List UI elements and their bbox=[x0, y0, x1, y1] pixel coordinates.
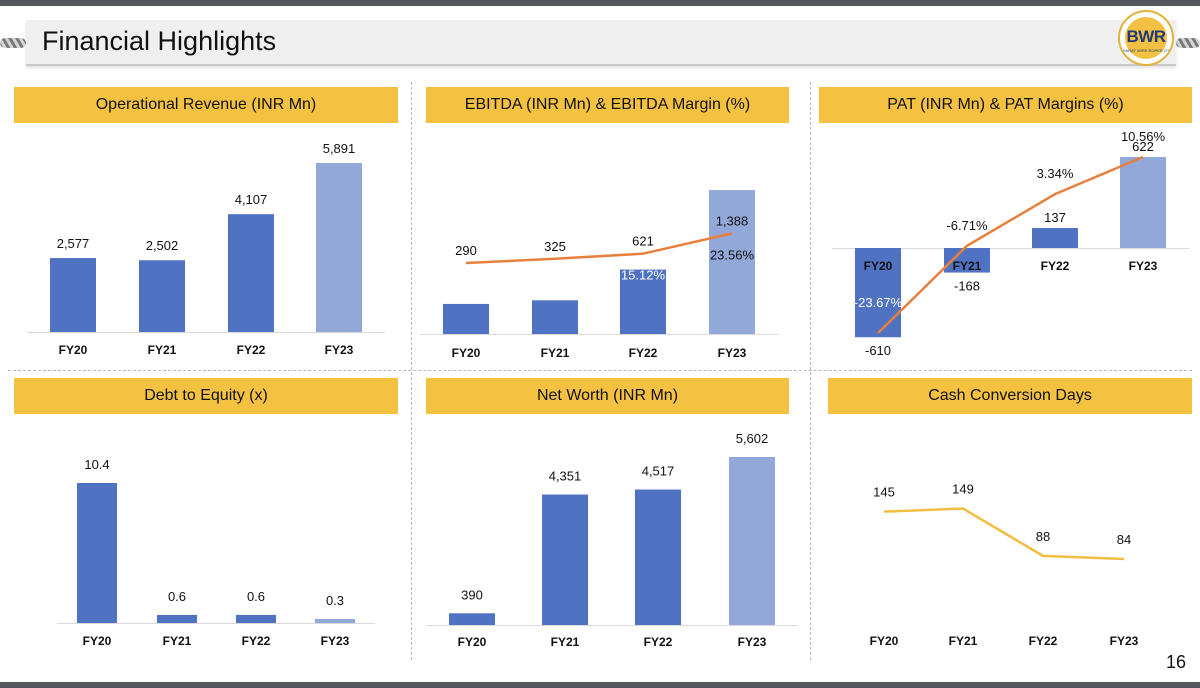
revenue-value-label: 2,502 bbox=[146, 238, 179, 253]
revenue-bar-fy20 bbox=[50, 258, 96, 332]
ebitda-margin-line bbox=[465, 232, 733, 265]
ebitda-category-label: FY23 bbox=[718, 346, 747, 360]
ebitda-category-label: FY22 bbox=[629, 346, 658, 360]
cash-value-label: 88 bbox=[1036, 529, 1050, 544]
revenue-bar-fy21 bbox=[139, 260, 185, 332]
debt_equity-value-label: 0.6 bbox=[247, 589, 265, 604]
ebitda-value-label: 1,388 bbox=[716, 213, 749, 228]
cash-category-label: FY21 bbox=[949, 634, 978, 648]
pat-margin-label: 3.34% bbox=[1037, 166, 1074, 181]
net_worth-category-label: FY22 bbox=[644, 635, 673, 649]
pat-margin-label: -6.71% bbox=[946, 218, 988, 233]
pat-margin-line bbox=[877, 155, 1144, 334]
ebitda-bar-fy23 bbox=[709, 190, 755, 334]
pat-header: PAT (INR Mn) & PAT Margins (%) bbox=[819, 87, 1192, 123]
rope-decoration-right bbox=[1176, 38, 1200, 48]
ebitda-category-label: FY21 bbox=[541, 346, 570, 360]
ebitda-header: EBITDA (INR Mn) & EBITDA Margin (%) bbox=[426, 87, 789, 123]
top-border bbox=[0, 0, 1200, 6]
revenue-value-label: 5,891 bbox=[323, 141, 356, 156]
company-logo: BWR BHARAT WIRE ROPES LTD. bbox=[1118, 10, 1174, 66]
ebitda-bar-fy20 bbox=[443, 303, 489, 334]
ebitda-category-label: FY20 bbox=[452, 346, 481, 360]
revenue-header: Operational Revenue (INR Mn) bbox=[14, 87, 398, 123]
ebitda-value-label: 290 bbox=[455, 243, 477, 258]
revenue-bar-fy22 bbox=[228, 214, 274, 332]
title-bar: Financial Highlights bbox=[26, 20, 1176, 66]
debt_equity-bar-fy22 bbox=[236, 614, 276, 623]
ebitda-bar-fy21 bbox=[532, 300, 578, 334]
cash-category-label: FY22 bbox=[1029, 634, 1058, 648]
ebitda-margin-label: 12.99% bbox=[533, 273, 578, 288]
net-worth-header: Net Worth (INR Mn) bbox=[426, 378, 789, 414]
pat-value-label: 622 bbox=[1132, 139, 1154, 154]
pat-value-label: -168 bbox=[954, 279, 980, 294]
pat-bar-fy22 bbox=[1032, 227, 1078, 248]
debt_equity-value-label: 0.3 bbox=[326, 593, 344, 608]
pat-value-label: -610 bbox=[865, 343, 891, 358]
cash-category-label: FY20 bbox=[870, 634, 899, 648]
pat-bar-fy23 bbox=[1120, 157, 1166, 248]
net_worth-value-label: 4,351 bbox=[549, 469, 582, 484]
revenue-category-label: FY21 bbox=[148, 343, 177, 357]
ebitda-margin-label: 15.12% bbox=[621, 268, 666, 283]
revenue-category-label: FY22 bbox=[237, 343, 266, 357]
net_worth-bar-fy23 bbox=[729, 457, 775, 625]
debt_equity-value-label: 0.6 bbox=[168, 589, 186, 604]
revenue-value-label: 4,107 bbox=[235, 192, 268, 207]
pat-category-label: FY21 bbox=[953, 259, 982, 273]
debt_equity-category-label: FY20 bbox=[83, 634, 112, 648]
pat-margin-label: -23.67% bbox=[854, 295, 903, 310]
debt_equity-category-label: FY21 bbox=[163, 634, 192, 648]
debt_equity-value-label: 10.4 bbox=[84, 457, 109, 472]
revenue-category-label: FY23 bbox=[325, 343, 354, 357]
cash-conversion-line bbox=[883, 507, 1125, 561]
net_worth-category-label: FY23 bbox=[738, 635, 767, 649]
revenue-bar-fy23 bbox=[316, 163, 362, 332]
logo-subtext: BHARAT WIRE ROPES LTD. bbox=[1120, 48, 1173, 53]
rope-decoration-left bbox=[0, 38, 26, 48]
net_worth-value-label: 390 bbox=[461, 587, 483, 602]
row-divider bbox=[8, 370, 1192, 371]
net_worth-category-label: FY21 bbox=[551, 635, 580, 649]
revenue-value-label: 2,577 bbox=[57, 236, 90, 251]
ebitda-margin-label: 11.25% bbox=[444, 277, 488, 292]
cash-category-label: FY23 bbox=[1110, 634, 1139, 648]
ebitda-margin-label: 23.56% bbox=[710, 247, 755, 262]
pat-category-label: FY22 bbox=[1041, 259, 1070, 273]
column-divider bbox=[810, 82, 811, 660]
ebitda-value-label: 325 bbox=[544, 239, 566, 254]
net_worth-bar-fy21 bbox=[542, 494, 588, 625]
net_worth-bar-fy22 bbox=[635, 489, 681, 625]
debt_equity-category-label: FY23 bbox=[321, 634, 350, 648]
cash-conversion-header: Cash Conversion Days bbox=[828, 378, 1192, 414]
ebitda-bar-fy22 bbox=[620, 269, 666, 334]
ebitda-value-label: 621 bbox=[632, 234, 654, 249]
debt-equity-header: Debt to Equity (x) bbox=[14, 378, 398, 414]
debt_equity-bar-fy23 bbox=[315, 618, 355, 623]
pat-bar-fy20 bbox=[855, 248, 901, 338]
net_worth-category-label: FY20 bbox=[458, 635, 487, 649]
pat-category-label: FY23 bbox=[1129, 259, 1158, 273]
net_worth-bar-fy20 bbox=[449, 613, 495, 625]
cash-value-label: 149 bbox=[952, 482, 974, 497]
pat-category-label: FY20 bbox=[864, 259, 893, 273]
pat-value-label: 137 bbox=[1044, 210, 1066, 225]
cash-value-label: 84 bbox=[1117, 532, 1131, 547]
revenue-category-label: FY20 bbox=[59, 343, 88, 357]
debt_equity-bar-fy20 bbox=[77, 483, 117, 623]
net_worth-value-label: 4,517 bbox=[642, 464, 675, 479]
bottom-border bbox=[0, 682, 1200, 688]
net_worth-value-label: 5,602 bbox=[736, 431, 769, 446]
debt_equity-category-label: FY22 bbox=[242, 634, 271, 648]
debt_equity-bar-fy21 bbox=[157, 614, 197, 623]
pat-margin-label: 10.56% bbox=[1121, 129, 1166, 144]
page-title: Financial Highlights bbox=[42, 26, 277, 56]
logo-mark: BWR bbox=[1126, 27, 1166, 46]
logo-sun-icon bbox=[1125, 17, 1167, 59]
column-divider bbox=[411, 82, 412, 660]
cash-value-label: 145 bbox=[873, 485, 895, 500]
page-number: 16 bbox=[1165, 652, 1186, 672]
